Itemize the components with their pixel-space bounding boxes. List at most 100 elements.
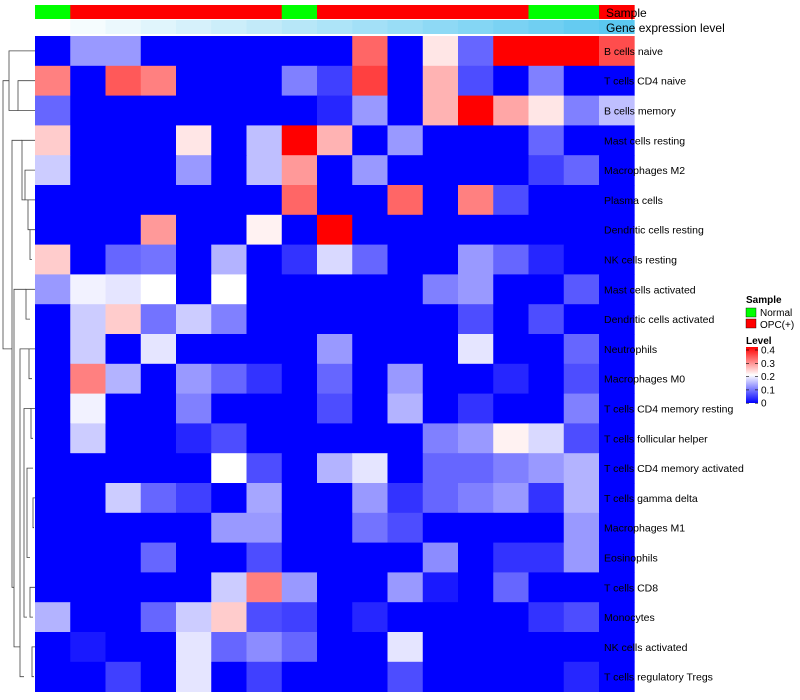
heatmap-cell	[140, 453, 177, 484]
heatmap-cell	[246, 393, 283, 424]
heatmap-cell	[528, 334, 565, 365]
heatmap-cell	[563, 632, 600, 663]
heatmap-cell	[599, 483, 635, 514]
sample-track-label: Sample	[606, 6, 647, 20]
heatmap-cell	[317, 542, 353, 573]
heatmap-cell	[176, 572, 212, 603]
heatmap-cell	[493, 512, 529, 543]
heatmap-cell	[599, 632, 635, 663]
row-label: Plasma cells	[604, 195, 663, 207]
row-label: T cells CD4 memory activated	[604, 463, 744, 475]
dendrogram-branch	[29, 586, 35, 618]
heatmap-cell	[317, 274, 353, 305]
sample-annotation-cell	[352, 5, 388, 19]
heatmap-cell	[35, 542, 71, 573]
heatmap-cell	[352, 542, 388, 573]
heatmap-cell	[599, 95, 635, 126]
heatmap-cell	[422, 334, 459, 365]
heatmap-cell	[281, 185, 318, 216]
heatmap-cell	[140, 632, 177, 663]
heatmap-cell	[493, 185, 529, 216]
heatmap-cell	[105, 542, 142, 573]
heatmap-cell	[563, 125, 600, 156]
expression-level-annotation-cell	[458, 20, 494, 34]
heatmap-cell	[458, 155, 494, 186]
heatmap-cell	[281, 512, 318, 543]
heatmap-cell	[70, 304, 106, 335]
heatmap-cell	[246, 125, 283, 156]
heatmap-cell	[140, 36, 177, 67]
heatmap-cell	[387, 572, 424, 603]
heatmap-cell	[563, 363, 600, 394]
heatmap-cell	[281, 393, 318, 424]
sample-annotation-cell	[140, 5, 177, 19]
heatmap-cell	[211, 185, 247, 216]
heatmap-cell	[599, 334, 635, 365]
legend-swatch-opc	[745, 318, 757, 329]
heatmap-cell	[140, 661, 177, 692]
heatmap-cell	[387, 36, 424, 67]
heatmap-cell	[211, 244, 247, 275]
row-label: NK cells activated	[604, 642, 688, 654]
row-label: B cells memory	[604, 106, 677, 118]
heatmap-cell	[281, 363, 318, 394]
heatmap-cell	[528, 602, 565, 633]
heatmap-cell	[317, 602, 353, 633]
heatmap-cell	[317, 185, 353, 216]
heatmap-cell	[563, 542, 600, 573]
heatmap-cell	[352, 453, 388, 484]
heatmap-cell	[35, 155, 71, 186]
heatmap-cell	[35, 602, 71, 633]
heatmap-cell	[140, 542, 177, 573]
sample-annotation-cell	[176, 5, 212, 19]
heatmap-cell	[35, 274, 71, 305]
heatmap-cell	[176, 423, 212, 454]
heatmap-cell	[70, 661, 106, 692]
expression-level-annotation-cell	[422, 20, 459, 34]
heatmap-cell	[281, 572, 318, 603]
heatmap-cell	[246, 334, 283, 365]
heatmap-cell	[140, 155, 177, 186]
heatmap-cell	[599, 453, 635, 484]
heatmap-cell	[105, 661, 142, 692]
heatmap-cell	[281, 65, 318, 96]
heatmap-cell	[105, 572, 142, 603]
sample-annotation-cell	[599, 5, 635, 19]
dendrogram-branch	[21, 139, 35, 201]
heatmap-cell	[528, 512, 565, 543]
heatmap-cell	[493, 304, 529, 335]
heatmap-cell	[563, 155, 600, 186]
heatmap-cell	[281, 155, 318, 186]
heatmap-cell	[528, 274, 565, 305]
level-tick-label: 0.4	[761, 346, 775, 357]
level-tick-label: 0.2	[761, 372, 775, 383]
heatmap-cell	[281, 632, 318, 663]
heatmap-cell	[211, 423, 247, 454]
heatmap-cell	[563, 602, 600, 633]
heatmap-cell	[246, 36, 283, 67]
heatmap-cell	[246, 363, 283, 394]
heatmap-cell	[176, 393, 212, 424]
row-label: B cells naive	[604, 46, 663, 58]
heatmap-cell	[599, 155, 635, 186]
heatmap-cell	[70, 363, 106, 394]
heatmap-cell	[176, 214, 212, 245]
heatmap-cells	[35, 36, 635, 692]
heatmap-cell	[458, 632, 494, 663]
heatmap-cell	[387, 661, 424, 692]
heatmap-cell	[493, 602, 529, 633]
row-label: Mast cells resting	[604, 135, 685, 147]
expression-level-annotation-cell	[563, 20, 600, 34]
sample-annotation-cell	[493, 5, 529, 19]
level-legend-title: Level	[746, 336, 772, 347]
heatmap-cell	[317, 572, 353, 603]
heatmap-cell	[176, 274, 212, 305]
heatmap-cell	[140, 423, 177, 454]
heatmap-cell	[176, 125, 212, 156]
row-label: T cells gamma delta	[604, 493, 698, 505]
heatmap-cell	[211, 542, 247, 573]
heatmap-cell	[352, 512, 388, 543]
heatmap-cell	[246, 304, 283, 335]
heatmap-cell	[352, 483, 388, 514]
heatmap-cell	[246, 244, 283, 275]
